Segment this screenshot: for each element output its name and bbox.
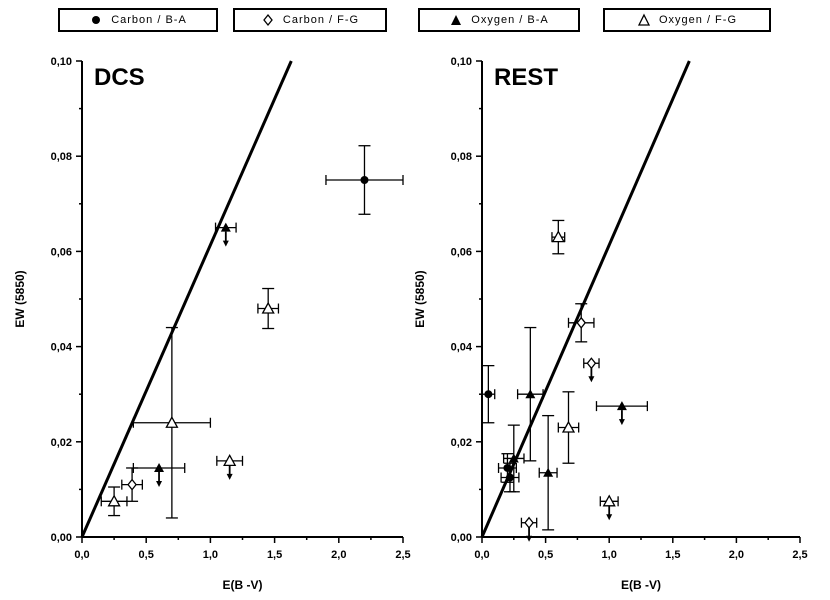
x-tick-label: 2,5 [395,549,410,561]
marker-filled-circle [505,473,514,482]
y-tick-label: 0,08 [451,151,472,163]
panel-title: REST [494,64,558,91]
marker-filled-triangle [220,222,231,232]
x-axis-label: E(B -V) [223,578,263,592]
data-point-oxygen-b-a [595,401,649,426]
y-axis-label: EW (5850) [13,270,27,327]
data-point-carbon-b-a [325,145,404,215]
upper-limit-arrow-icon [526,535,533,542]
data-point-oxygen-b-a [214,222,237,247]
data-point-oxygen-f-g [257,287,280,330]
open-diamond-icon [263,13,273,27]
marker-filled-triangle [616,401,627,411]
data-point-oxygen-f-g [132,326,212,519]
x-tick-label: 1,0 [203,549,218,561]
legend-label: Oxygen / F-G [658,14,738,26]
legend-label: Carbon / F-G [282,14,360,26]
data-point-carbon-f-g [520,516,538,542]
data-point-oxygen-b-a [538,414,558,531]
x-tick-label: 0,5 [139,549,154,561]
y-tick-label: 0,00 [51,532,72,544]
y-tick-label: 0,02 [451,437,472,449]
data-point-oxygen-b-a [132,462,186,487]
y-tick-label: 0,10 [51,56,72,68]
filled-triangle-icon [451,15,462,25]
panel-rest: 0,0 0,5 1,0 1,5 2,0 2,5 0,00 0,02 0,04 0,06 0,08 0,… [413,56,808,592]
x-tick-label: 2,0 [331,549,346,561]
data-point-carbon-f-g [567,303,595,343]
marker-open-triangle [551,230,565,243]
y-tick-label: 0,02 [51,437,72,449]
legend-entry-oxygen-fg: Oxygen / F-G [603,8,771,32]
marker-filled-circle [360,176,369,184]
fit-line [80,60,293,538]
marker-filled-triangle [525,389,536,399]
upper-limit-arrow-icon [226,473,233,480]
fit-line [480,60,691,538]
data-point-carbon-f-g [121,467,143,502]
x-tick-label: 2,0 [729,549,744,561]
upper-limit-arrow-icon [222,240,229,247]
legend-entry-oxygen-ba: Oxygen / B-A [418,8,580,32]
y-tick-label: 0,08 [51,151,72,163]
panel-dcs: 0,0 0,5 1,0 1,5 2,0 2,5 0,00 0,02 0,04 0,06 0,08 0,… [13,56,411,592]
filled-circle-icon [92,16,101,24]
y-axis-label: EW (5850) [413,270,427,327]
marker-filled-circle [484,390,493,399]
data-point-oxygen-b-a [516,326,544,462]
x-axis-label: E(B -V) [621,578,661,592]
data-point-oxygen-f-g [557,391,580,464]
data-point-oxygen-f-g [216,453,244,480]
marker-open-triangle [261,301,275,314]
marker-open-triangle [107,494,121,507]
legend-entry-carbon-ba: Carbon / B-A [58,8,218,32]
upper-limit-arrow-icon [618,419,625,426]
marker-open-triangle [165,415,179,428]
data-point-carbon-b-a [500,462,520,493]
marker-open-diamond [586,357,597,370]
marker-open-triangle [602,494,616,507]
upper-limit-arrow-icon [588,376,595,383]
marker-filled-triangle [154,462,165,472]
x-tick-label: 1,5 [267,549,282,561]
data-point-carbon-f-g [583,357,600,383]
upper-limit-arrow-icon [156,480,163,487]
x-tick-label: 1,5 [665,549,680,561]
data-point-oxygen-f-g [551,219,566,255]
marker-filled-triangle [543,467,554,477]
legend-entry-carbon-fg: Carbon / F-G [233,8,387,32]
marker-filled-triangle [508,453,519,463]
y-tick-label: 0,04 [51,342,73,354]
legend-label: Carbon / B-A [111,14,187,26]
data-point-oxygen-f-g [599,494,619,521]
y-tick-label: 0,04 [451,342,473,354]
marker-open-triangle [561,420,576,433]
x-tick-label: 0,0 [74,549,89,561]
y-tick-label: 0,06 [51,246,72,258]
data-point-oxygen-b-a [502,424,525,493]
data-point-oxygen-f-g [100,486,128,517]
x-tick-label: 1,0 [602,549,617,561]
marker-open-diamond [127,478,137,491]
x-tick-label: 2,5 [792,549,807,561]
x-tick-label: 0,5 [538,549,553,561]
panel-title: DCS [94,64,145,91]
marker-open-diamond [524,516,534,529]
legend-label: Oxygen / B-A [471,14,549,26]
upper-limit-arrow-icon [606,514,613,521]
marker-open-diamond [576,316,587,329]
y-tick-label: 0,06 [451,246,472,258]
y-tick-label: 0,00 [451,532,472,544]
open-triangle-icon [637,13,651,26]
x-tick-label: 0,0 [474,549,489,561]
y-tick-label: 0,10 [451,56,472,68]
marker-open-triangle [223,453,237,466]
data-point-carbon-b-a [481,364,496,424]
